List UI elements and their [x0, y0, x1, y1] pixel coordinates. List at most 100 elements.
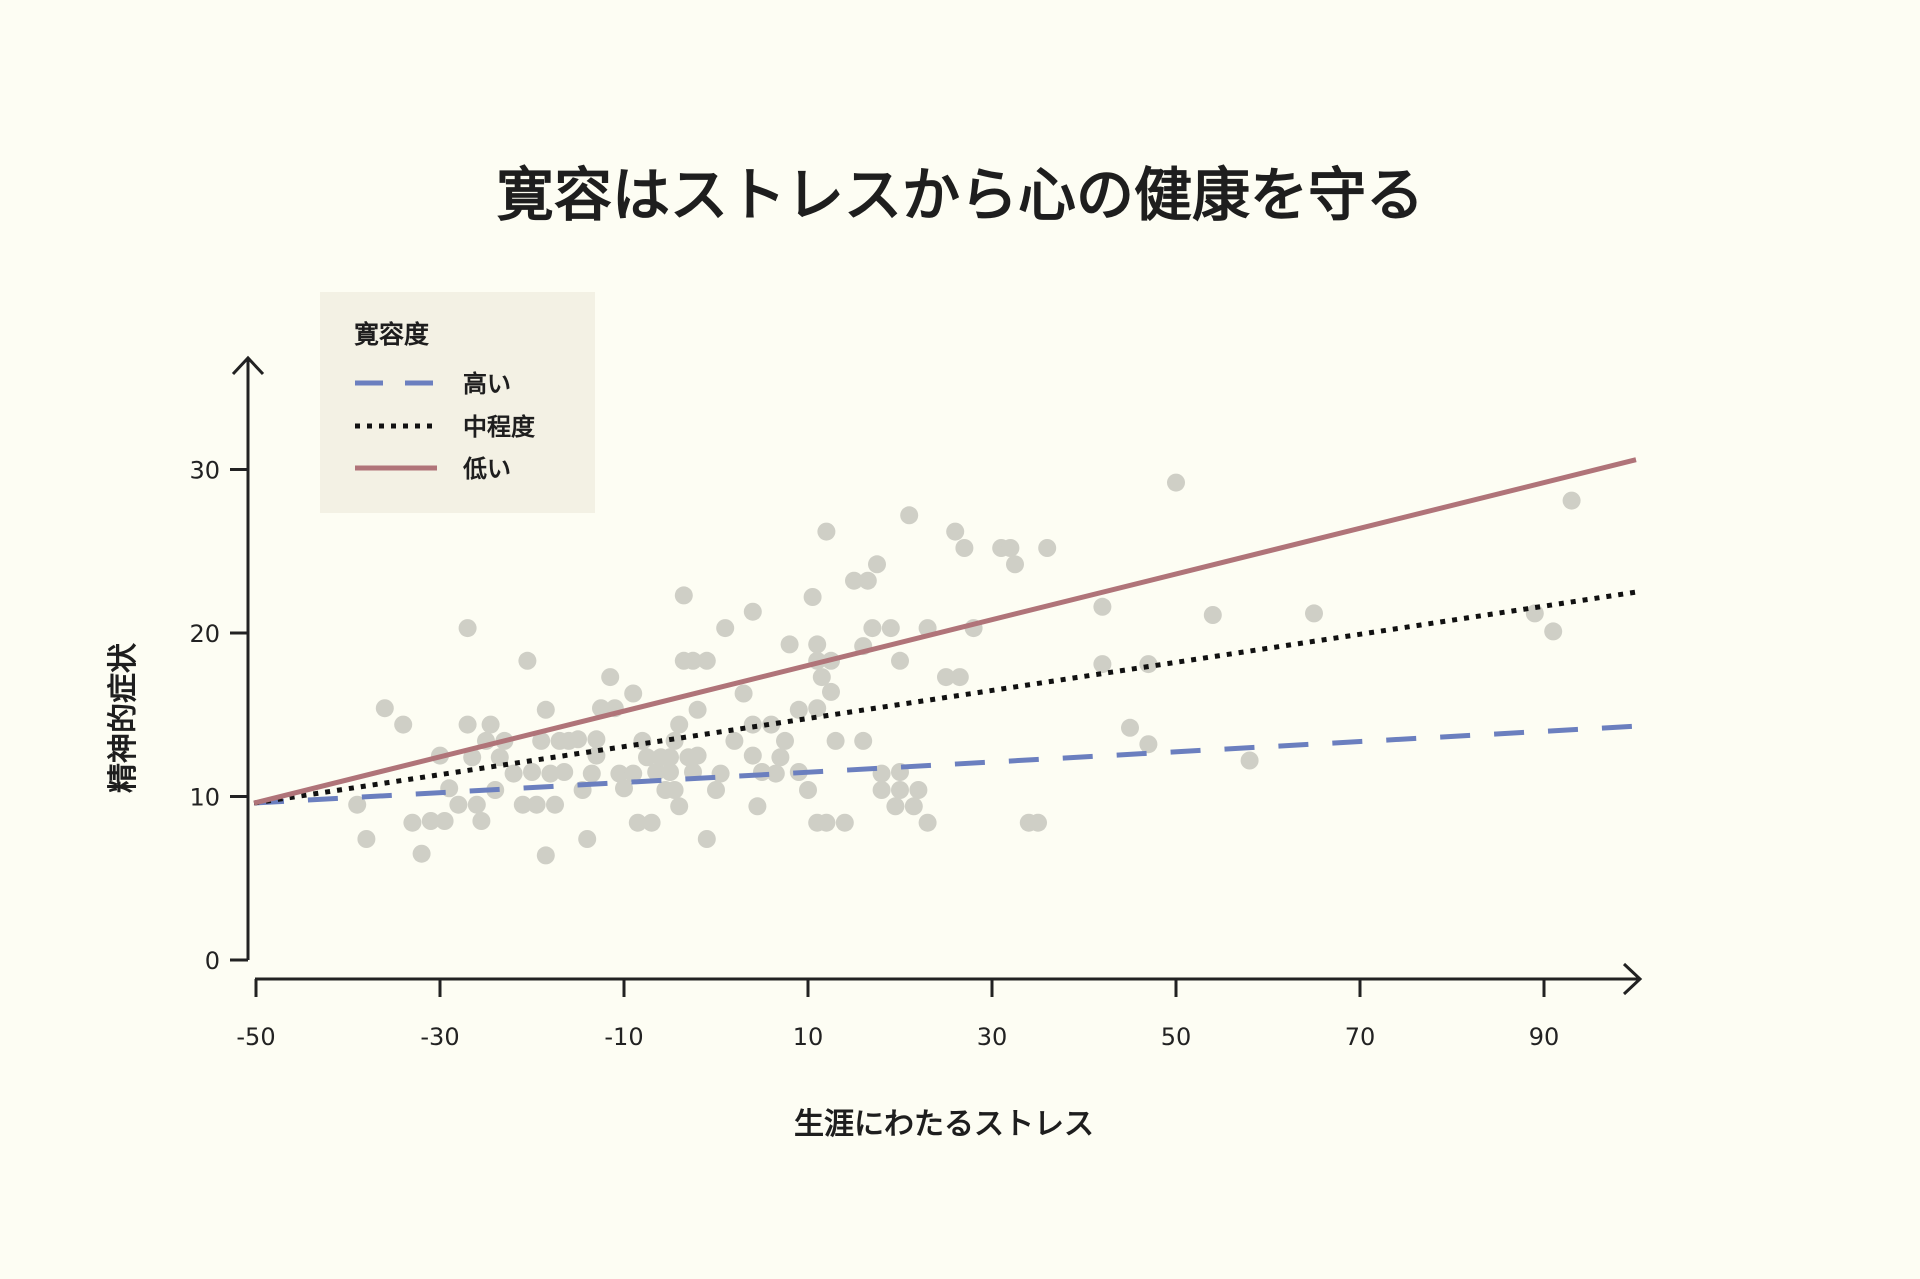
- data-point: [697, 651, 716, 670]
- x-tick-label: 10: [793, 1023, 824, 1051]
- legend: 寛容度 高い 中程度 低い: [320, 292, 595, 513]
- data-point: [1006, 555, 1024, 574]
- data-point: [789, 700, 808, 719]
- data-point: [394, 715, 413, 734]
- x-tick-label: 30: [977, 1023, 1008, 1051]
- data-point: [1240, 751, 1259, 770]
- data-point: [421, 812, 440, 830]
- data-point: [463, 748, 482, 767]
- data-point: [1001, 539, 1020, 557]
- data-point: [615, 779, 633, 798]
- data-point: [435, 812, 454, 830]
- data-point: [845, 571, 863, 590]
- data-point: [674, 586, 693, 605]
- points-layer: [348, 473, 1581, 865]
- data-point: [1562, 491, 1581, 510]
- data-point: [587, 730, 606, 749]
- data-point: [743, 746, 762, 765]
- trend-line-medium: [253, 589, 1637, 806]
- data-point: [610, 764, 629, 783]
- data-point: [918, 813, 937, 832]
- data-point: [412, 844, 431, 863]
- data-point: [1203, 606, 1222, 624]
- data-point: [357, 830, 376, 848]
- data-point: [458, 619, 477, 638]
- data-point: [812, 668, 831, 687]
- data-point: [946, 522, 965, 541]
- trend-line-low: [253, 457, 1637, 806]
- data-point: [904, 797, 923, 816]
- data-point: [665, 731, 684, 750]
- data-point: [707, 781, 725, 799]
- data-point: [817, 813, 836, 832]
- data-point: [504, 764, 523, 783]
- data-point: [822, 682, 840, 701]
- data-point: [665, 781, 684, 799]
- data-point: [1544, 622, 1563, 641]
- data-point: [891, 651, 909, 670]
- data-point: [481, 715, 500, 734]
- y-tick-label: 30: [189, 457, 220, 485]
- data-point: [766, 764, 785, 783]
- data-point: [518, 651, 537, 670]
- trend-lines: [253, 457, 1637, 806]
- data-point: [513, 795, 532, 814]
- data-point: [582, 764, 601, 783]
- trend-line-high: [253, 723, 1637, 806]
- data-point: [490, 748, 509, 767]
- data-point: [743, 602, 762, 621]
- x-ticks: -50 -30 -10 10 30 50 70 90: [236, 979, 1559, 1051]
- data-point: [1121, 718, 1139, 737]
- data-point: [950, 668, 969, 687]
- data-point: [886, 797, 905, 816]
- data-point: [826, 731, 845, 750]
- x-tick-label: 70: [1345, 1023, 1376, 1051]
- data-point: [670, 715, 689, 734]
- data-point: [449, 795, 468, 814]
- x-axis-label: 生涯にわたるストレス: [794, 1107, 1094, 1142]
- data-point: [817, 522, 836, 541]
- y-ticks: 0 10 20 30: [189, 457, 248, 975]
- legend-label-medium: 中程度: [463, 413, 536, 441]
- data-point: [536, 700, 555, 719]
- data-point: [711, 764, 730, 783]
- axes: [231, 355, 1643, 996]
- data-point: [541, 764, 560, 783]
- data-point: [601, 668, 620, 687]
- data-point: [1167, 473, 1185, 492]
- data-point: [647, 763, 666, 781]
- data-point: [1093, 597, 1112, 616]
- data-point: [937, 668, 955, 687]
- data-point: [863, 619, 882, 638]
- legend-label-high: 高い: [463, 370, 511, 398]
- data-point: [628, 813, 647, 832]
- data-point: [1525, 604, 1544, 623]
- data-point: [858, 571, 877, 590]
- data-point: [725, 731, 744, 750]
- data-point: [881, 619, 900, 638]
- data-point: [748, 797, 767, 816]
- data-point: [458, 715, 477, 734]
- data-point: [808, 635, 827, 654]
- data-point: [684, 651, 702, 670]
- data-point: [1305, 604, 1323, 623]
- data-point: [638, 748, 656, 767]
- data-point: [780, 635, 799, 654]
- data-point: [527, 795, 546, 814]
- data-point: [1139, 655, 1158, 674]
- data-point: [716, 619, 735, 638]
- y-tick-label: 0: [205, 947, 220, 975]
- data-point: [955, 539, 974, 557]
- data-point: [403, 813, 422, 832]
- y-axis-arrow: [231, 355, 265, 376]
- data-point: [624, 684, 643, 703]
- y-tick-label: 10: [189, 784, 220, 812]
- data-point: [799, 781, 817, 799]
- data-point: [472, 812, 491, 830]
- data-point: [688, 746, 707, 765]
- x-axis-arrow: [1622, 962, 1643, 996]
- data-point: [835, 813, 854, 832]
- data-point: [900, 506, 919, 525]
- data-point: [1038, 539, 1057, 557]
